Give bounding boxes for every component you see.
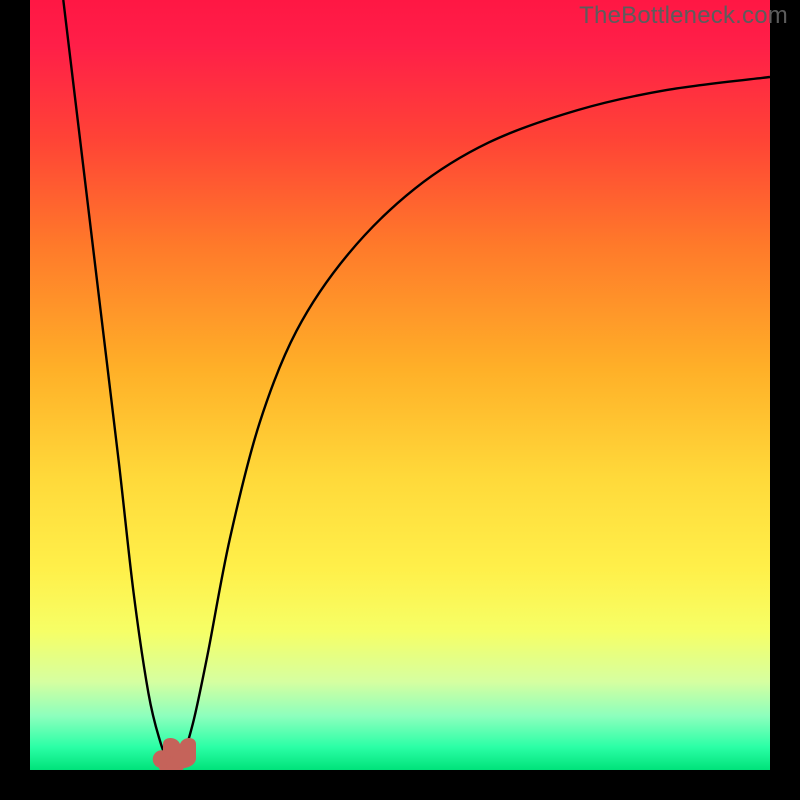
- optimal-marker-dot: [173, 750, 191, 768]
- frame-border-left: [0, 0, 30, 800]
- chart-svg: [0, 0, 800, 800]
- frame-border-right: [770, 0, 800, 800]
- watermark-text: TheBottleneck.com: [579, 2, 788, 30]
- frame-border-bottom: [0, 770, 800, 800]
- bottleneck-chart: TheBottleneck.com: [0, 0, 800, 800]
